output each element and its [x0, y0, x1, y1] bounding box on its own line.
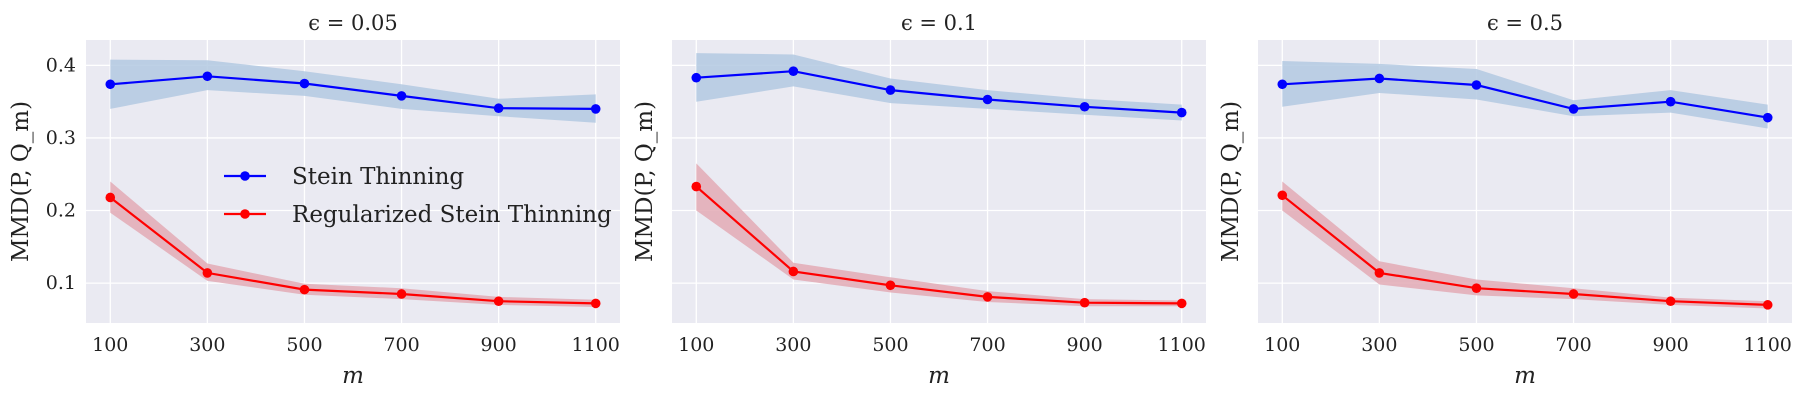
data-point: [1762, 112, 1773, 123]
legend-label: Regularized Stein Thinning: [292, 202, 612, 228]
y-tick-label: 0.4: [46, 54, 76, 76]
x-tick-label: 300: [775, 334, 811, 356]
data-point: [788, 266, 799, 277]
confidence-band: [1282, 61, 1768, 129]
data-point: [493, 296, 504, 307]
data-point: [1277, 79, 1288, 90]
subplot-title: ϵ = 0.1: [901, 11, 977, 35]
x-axis-label: m: [342, 363, 364, 389]
data-point: [299, 284, 310, 295]
x-tick-label: 1100: [572, 334, 620, 356]
data-point: [1079, 297, 1090, 308]
data-point: [691, 181, 702, 192]
data-point: [105, 79, 116, 90]
data-point: [885, 280, 896, 291]
data-point: [590, 104, 601, 114]
y-axis-label: MMD(P, Q_m): [8, 101, 34, 262]
data-point: [493, 103, 504, 114]
x-tick-label: 500: [1458, 334, 1494, 356]
y-axis-label: MMD(P, Q_m): [1218, 101, 1244, 262]
data-point: [1568, 104, 1579, 114]
data-point: [885, 85, 896, 95]
x-tick-label: 700: [1555, 334, 1591, 356]
series-line: [1282, 77, 1768, 119]
x-tick-label: 1100: [1744, 334, 1792, 356]
confidence-band: [110, 59, 596, 123]
y-tick-label: 0.1: [46, 272, 76, 294]
y-tick-label: 0.3: [46, 127, 76, 149]
data-point: [982, 292, 993, 302]
x-tick-label: 700: [383, 334, 419, 356]
subplot-3: 100 300 500 700 900 1100 ϵ = 0.5 m MMD(P, Q_m): [1218, 11, 1792, 389]
data-point: [396, 91, 407, 101]
subplot-title: ϵ = 0.05: [308, 11, 397, 35]
legend-marker: [240, 209, 250, 219]
data-point: [1762, 300, 1773, 310]
series-line: [696, 70, 1182, 114]
data-point: [396, 289, 407, 299]
data-point: [1176, 107, 1187, 118]
series-line: [110, 75, 596, 110]
x-tick-label: 500: [286, 334, 322, 356]
x-tick-label: 900: [481, 334, 517, 356]
x-tick-label: 100: [1264, 334, 1300, 356]
data-point: [1471, 283, 1482, 293]
y-tick-label: 0.2: [46, 200, 76, 222]
x-tick-label: 900: [1653, 334, 1689, 356]
x-tick-label: 1100: [1158, 334, 1206, 356]
series-line: [695, 185, 1182, 305]
x-axis-label: m: [928, 363, 950, 389]
x-tick-label: 100: [678, 334, 714, 356]
series-line: [1281, 194, 1768, 306]
x-tick-label: 300: [1361, 334, 1397, 356]
data-point: [202, 268, 213, 278]
data-point: [691, 72, 702, 83]
data-point: [1665, 296, 1676, 307]
x-tick-label: 500: [872, 334, 908, 356]
x-tick-label: 300: [189, 334, 225, 356]
confidence-band: [696, 53, 1182, 121]
data-point: [1471, 80, 1482, 90]
data-point: [1374, 268, 1385, 278]
legend-marker: [240, 171, 250, 181]
data-point: [788, 66, 799, 77]
subplot-1: 100 300 500 700 900 1100 0.1 0.2 0.3 0.4 ϵ = 0.05 m…: [8, 11, 620, 389]
subplot-2: 100 300 500 700 900 1100 ϵ = 0.1 m MMD(P, Q_m): [632, 11, 1206, 389]
y-axis-label: MMD(P, Q_m): [632, 101, 658, 262]
data-point: [982, 94, 993, 105]
data-point: [1568, 289, 1579, 299]
data-point: [299, 78, 310, 89]
data-point: [1665, 96, 1676, 107]
data-point: [590, 298, 601, 309]
subplot-title: ϵ = 0.5: [1487, 11, 1563, 35]
x-tick-label: 700: [969, 334, 1005, 356]
data-point: [1277, 190, 1288, 201]
data-point: [1079, 101, 1090, 112]
legend: Stein Thinning Regularized Stein Thinning: [224, 164, 612, 228]
x-tick-label: 100: [92, 334, 128, 356]
data-point: [1176, 298, 1187, 309]
series-line: [109, 196, 596, 305]
confidence-band: [110, 181, 596, 307]
x-tick-label: 900: [1067, 334, 1103, 356]
x-axis-label: m: [1514, 363, 1536, 389]
data-point: [202, 71, 213, 82]
confidence-band: [696, 163, 1182, 307]
data-point: [1374, 73, 1385, 84]
data-point: [105, 192, 116, 203]
legend-label: Stein Thinning: [292, 164, 464, 190]
